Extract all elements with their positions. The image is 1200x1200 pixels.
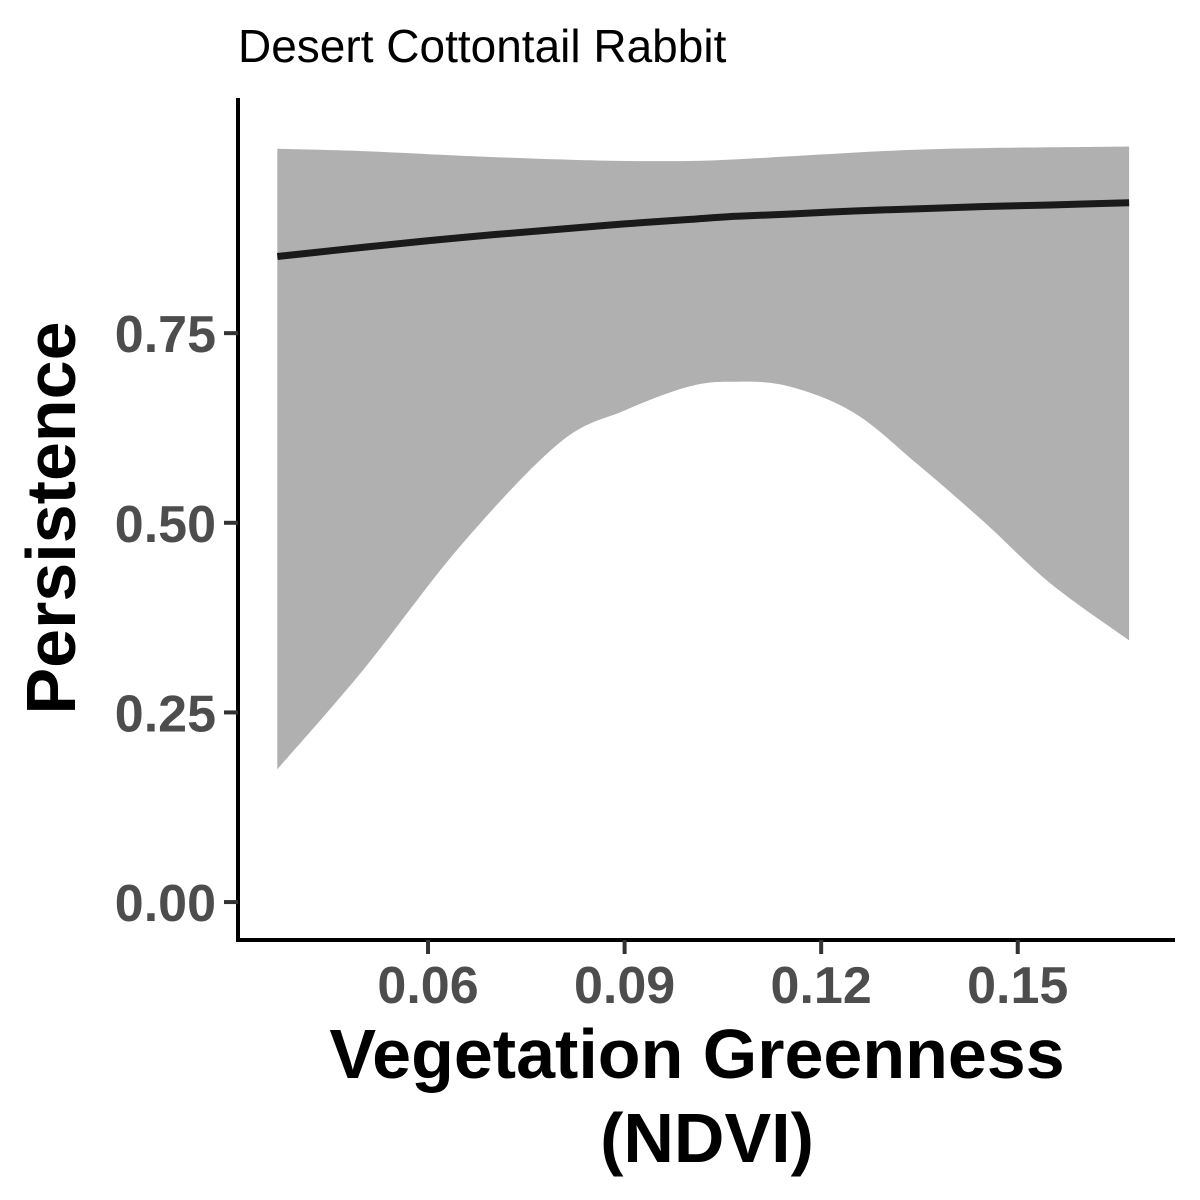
chart-title: Desert Cottontail Rabbit xyxy=(238,20,727,72)
x-tick-label: 0.09 xyxy=(574,957,675,1015)
confidence-ribbon xyxy=(277,146,1130,770)
y-axis-title: Persistence xyxy=(12,321,90,714)
plot-area xyxy=(276,146,1130,770)
x-tick-label: 0.12 xyxy=(771,957,872,1015)
y-tick-label: 0.00 xyxy=(115,875,216,933)
x-axis-title-line-2: (NDVI) xyxy=(600,1099,814,1177)
y-axis-ticks: 0.00 0.25 0.50 0.75 xyxy=(115,306,238,933)
x-tick-label: 0.15 xyxy=(967,957,1068,1015)
x-axis-title-line-1: Vegetation Greenness xyxy=(329,1015,1064,1093)
y-tick-label: 0.25 xyxy=(115,685,216,743)
y-tick-label: 0.75 xyxy=(115,306,216,364)
trend-line xyxy=(276,199,1130,260)
x-tick-label: 0.06 xyxy=(377,957,478,1015)
x-axis-ticks: 0.06 0.09 0.12 0.15 xyxy=(377,940,1068,1015)
y-tick-label: 0.50 xyxy=(115,496,216,554)
